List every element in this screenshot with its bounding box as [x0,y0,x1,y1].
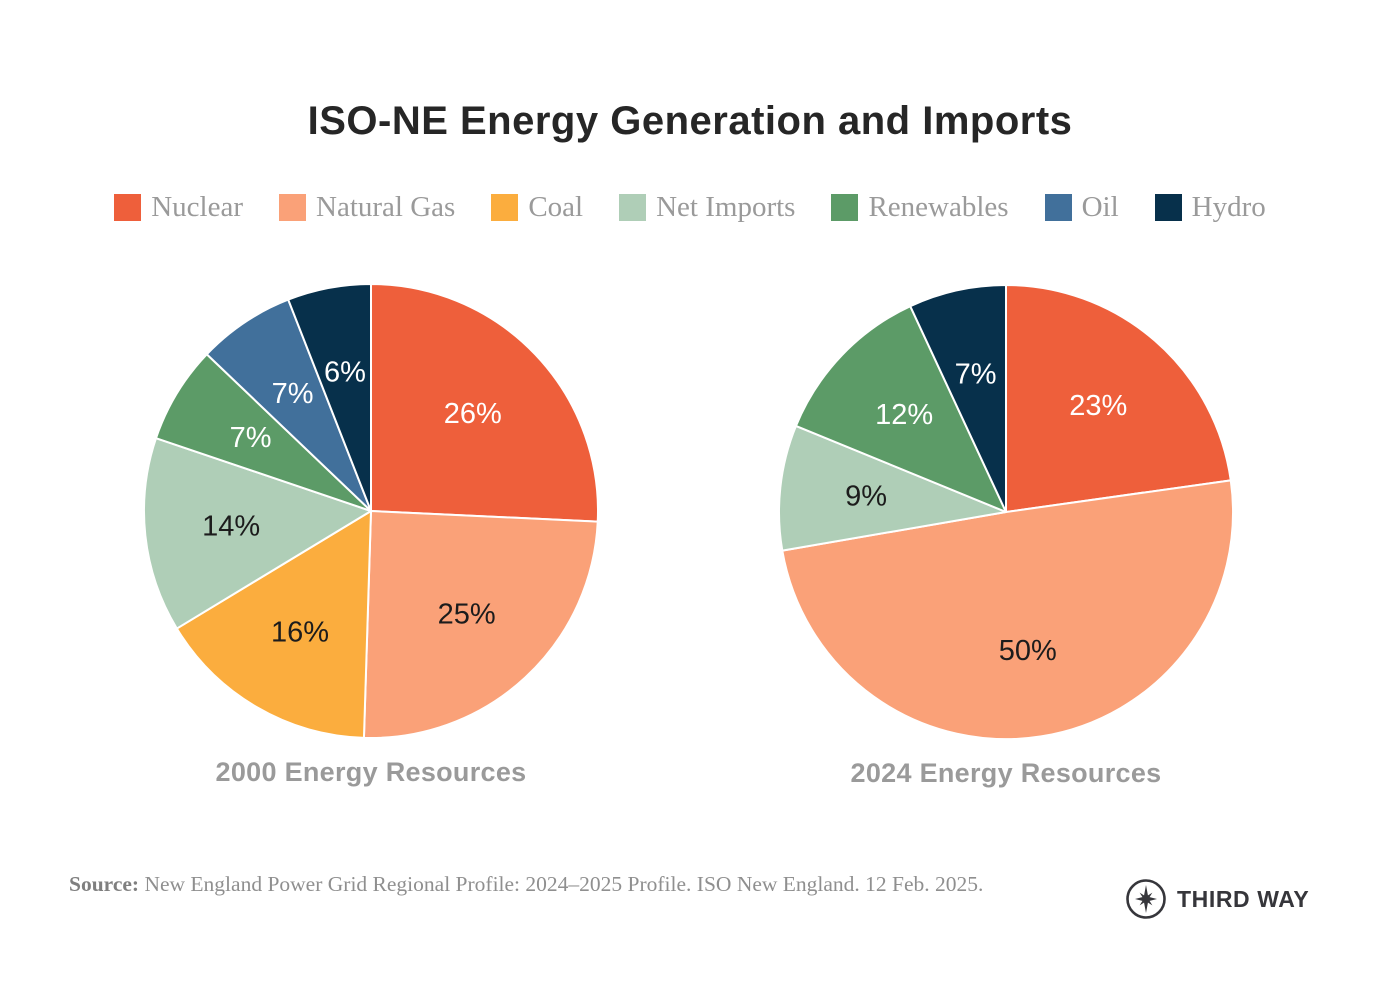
legend-item-nuclear: Nuclear [114,191,243,224]
legend-label-oil: Oil [1081,191,1119,223]
slice-label-renewables: 7% [230,422,272,454]
legend-item-hydro: Hydro [1154,191,1266,224]
legend-item-coal: Coal [491,191,583,224]
legend-item-oil: Oil [1044,191,1119,224]
slice-renewables [794,305,1007,513]
pie-chart-2024: 23% 50% 9% 12% 7% 2024 Energy Resources [776,282,1236,789]
slice-label-natural-gas: 25% [438,598,496,630]
legend-swatch-net-imports [619,194,647,221]
legend-swatch-renewables [831,194,859,221]
legend-label-coal: Coal [528,191,584,223]
legend-swatch-hydro [1154,194,1182,221]
legend-label-net-imports: Net Imports [656,191,796,223]
slice-label-net-imports: 9% [845,481,887,513]
page-title: ISO-NE Energy Generation and Imports [307,98,1073,143]
legend-swatch-natural-gas [279,194,307,221]
source-note: Source: New England Power Grid Regional … [69,868,1029,900]
legend-swatch-oil [1044,194,1072,221]
slice-label-hydro: 6% [324,357,366,389]
slice-label-nuclear: 23% [1069,390,1127,422]
slice-label-nuclear: 26% [444,398,502,430]
slice-label-coal: 16% [271,617,329,649]
pie-2000-caption: 2000 Energy Resources [215,757,527,787]
slice-coal [175,510,372,739]
legend-label-hydro: Hydro [1191,191,1266,223]
legend-item-natural-gas: Natural Gas [279,191,455,224]
logo-text: THIRD WAY [1177,885,1310,912]
slice-label-renewables: 12% [875,399,933,431]
pie-2024-caption: 2024 Energy Resources [850,758,1162,788]
slice-natural-gas [362,510,599,739]
slice-label-net-imports: 14% [202,510,260,542]
legend: Nuclear Natural Gas Coal Net Imports Renewab… [0,191,1380,224]
slice-net-imports [778,424,1007,552]
source-text: New England Power Grid Regional Profile:… [139,872,984,896]
pie-2000-svg: 26% 25% 16% 14% 7%7% 6% [143,283,599,739]
slice-label-oil: 7% [272,378,314,410]
legend-item-net-imports: Net Imports [619,191,795,224]
slice-natural-gas [781,479,1234,741]
slice-nuclear [370,283,599,523]
compass-star-icon [1126,879,1166,919]
legend-swatch-coal [491,194,519,221]
legend-label-renewables: Renewables [868,191,1009,223]
slice-label-hydro: 7% [955,359,997,391]
slice-label-natural-gas: 50% [999,635,1057,667]
legend-item-renewables: Renewables [831,191,1009,224]
slice-nuclear [1005,284,1232,513]
legend-label-natural-gas: Natural Gas [316,191,456,223]
third-way-logo: THIRD WAY [1125,878,1309,920]
legend-label-nuclear: Nuclear [151,191,244,223]
legend-swatch-nuclear [114,194,142,221]
slice-hydro [287,283,372,512]
slice-hydro [909,284,1007,513]
slice-net-imports [143,437,372,630]
pie-2024-svg: 23% 50% 9% 12% 7% [778,284,1234,741]
pie-chart-2000: 26% 25% 16% 14% 7% 7% 6% 2000 Energy Resources [141,281,601,788]
source-label: Source: [69,872,140,896]
